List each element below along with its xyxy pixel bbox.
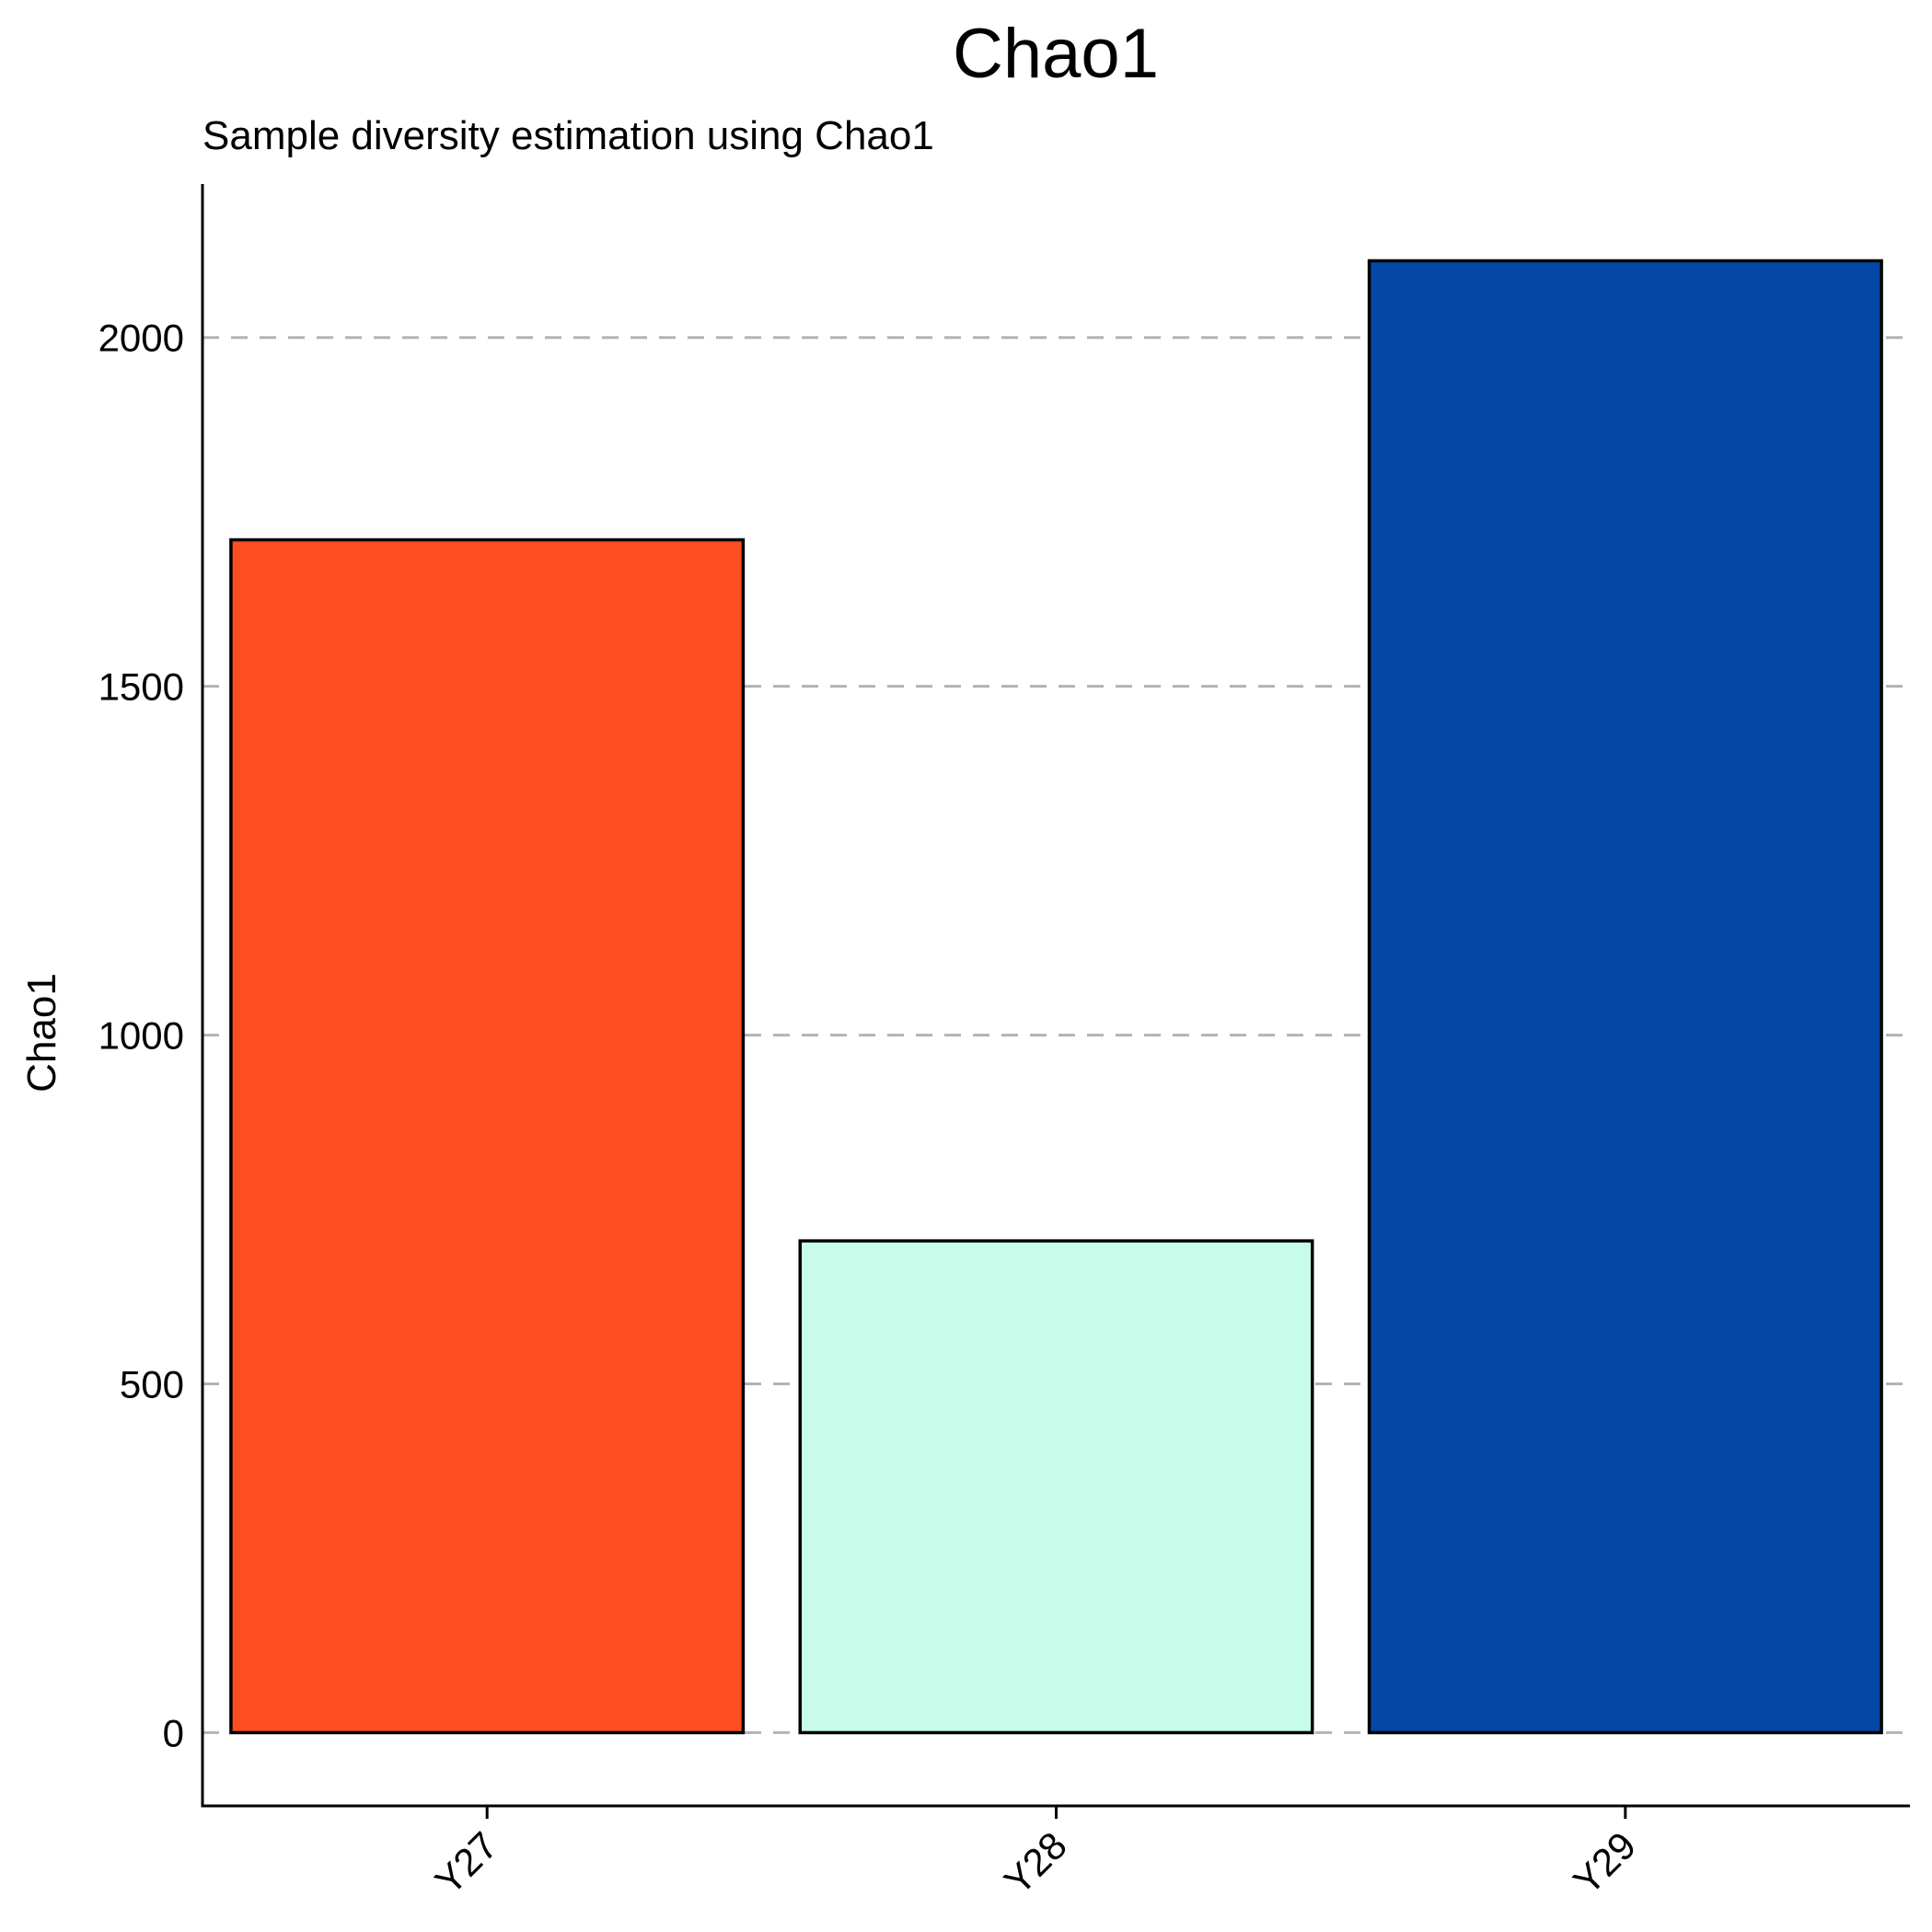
y-tick-label: 2000 [98,317,184,360]
chart-subtitle: Sample diversity estimation using Chao1 [202,113,934,158]
y-tick-label: 500 [120,1363,184,1406]
y-tick-label: 1500 [98,665,184,709]
bars [229,259,1883,1735]
x-tick-label: Y27 [426,1823,505,1903]
bar-y27 [229,538,746,1735]
y-tick-label: 1000 [98,1014,184,1058]
bar-y29 [1367,259,1883,1735]
y-tick-label: 0 [163,1711,184,1754]
x-tick-label: Y29 [1565,1823,1644,1903]
x-tick-label: Y28 [996,1823,1075,1903]
chart-title: Chao1 [953,15,1159,93]
y-axis-label: Chao1 [19,973,64,1093]
bar-y28 [798,1239,1314,1735]
